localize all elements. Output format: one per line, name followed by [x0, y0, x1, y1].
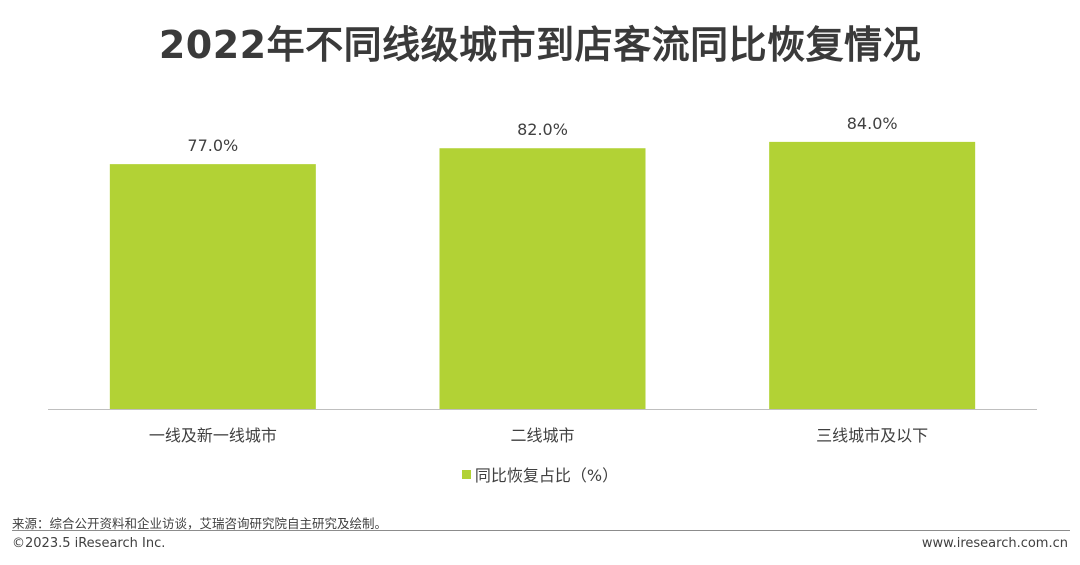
data-label-3: 84.0%: [847, 114, 898, 133]
website-link[interactable]: www.iresearch.com.cn: [921, 536, 1068, 551]
legend-label: 同比恢复占比（%）: [474, 466, 619, 485]
bar-1: [109, 164, 316, 409]
legend: 同比恢复占比（%）: [0, 462, 1080, 486]
copyright: ©2023.5 iResearch Inc.: [12, 536, 166, 551]
x-tick-label-1: 一线及新一线城市: [149, 426, 277, 445]
data-label-2: 82.0%: [517, 120, 568, 139]
bar-2: [439, 148, 646, 410]
x-tick-label-3: 三线城市及以下: [816, 426, 928, 445]
chart-title: 2022年不同线级城市到店客流同比恢复情况: [158, 23, 922, 67]
source-note: 来源：综合公开资料和企业访谈，艾瑞咨询研究院自主研究及绘制。: [12, 516, 388, 531]
bar-3: [769, 141, 976, 409]
legend-swatch: [461, 469, 471, 479]
footer-divider: [12, 530, 1070, 531]
x-tick-label-2: 二线城市: [510, 426, 574, 445]
data-label-1: 77.0%: [187, 136, 238, 155]
